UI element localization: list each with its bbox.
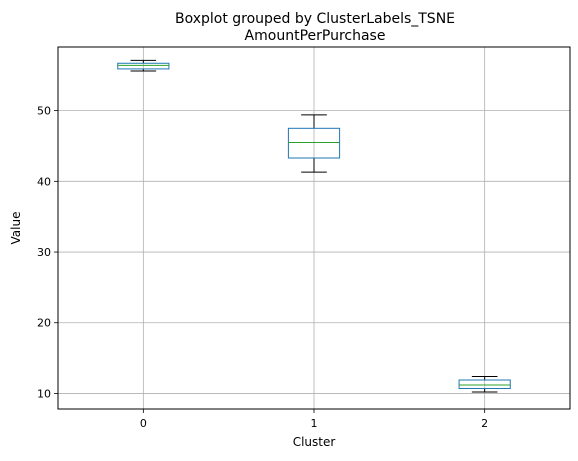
box-layer [117, 59, 511, 393]
tick-layer: 0 1 2 10 20 30 40 50 [37, 105, 488, 430]
box-iqr [117, 62, 170, 70]
x-axis-label: Cluster [293, 435, 336, 449]
box-iqr [458, 379, 511, 389]
y-tick-label: 20 [37, 317, 51, 330]
y-tick-label: 40 [37, 175, 51, 188]
y-tick-label: 30 [37, 246, 51, 259]
y-tick-label: 10 [37, 387, 51, 400]
y-tick-label: 50 [37, 105, 51, 118]
grid-lines [58, 47, 570, 409]
box-iqr [287, 127, 341, 159]
x-tick-label: 1 [311, 417, 318, 430]
chart-title: AmountPerPurchase [245, 28, 386, 44]
chart-suptitle: Boxplot grouped by ClusterLabels_TSNE [175, 11, 455, 27]
x-tick-label: 2 [481, 417, 488, 430]
x-tick-label: 0 [140, 417, 147, 430]
y-axis-label: Value [9, 212, 23, 245]
